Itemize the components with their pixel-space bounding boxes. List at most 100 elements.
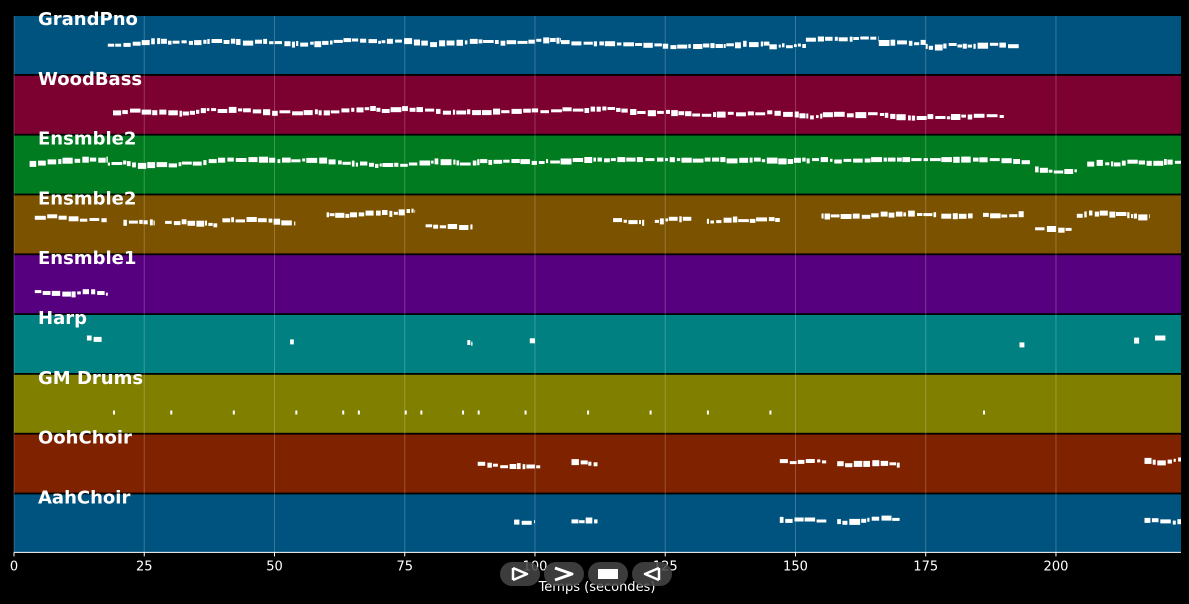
- note-mark: [416, 107, 423, 113]
- note-mark: [500, 465, 508, 469]
- note-mark: [871, 213, 879, 218]
- note-mark: [868, 112, 878, 116]
- note-mark: [880, 211, 888, 217]
- note-mark: [113, 110, 122, 116]
- note-mark: [802, 44, 806, 48]
- note-mark: [86, 335, 92, 341]
- note-mark: [382, 163, 394, 167]
- note-mark: [182, 111, 189, 116]
- note-mark: [206, 108, 210, 112]
- note-mark: [584, 108, 590, 113]
- note-mark: [279, 110, 291, 114]
- note-mark: [196, 109, 200, 114]
- note-mark: [799, 113, 806, 119]
- note-mark: [227, 157, 234, 162]
- note-mark: [477, 159, 480, 166]
- note-mark: [766, 157, 778, 164]
- note-mark: [712, 157, 720, 162]
- note-mark: [806, 113, 809, 119]
- note-mark: [635, 43, 643, 46]
- note-mark: [464, 40, 468, 45]
- note-mark: [514, 519, 520, 525]
- note-mark: [546, 159, 549, 164]
- note-mark: [394, 162, 399, 167]
- note-mark: [727, 111, 734, 115]
- note-mark: [255, 39, 262, 44]
- note-mark: [356, 107, 364, 113]
- note-mark: [123, 219, 127, 226]
- note-mark: [639, 220, 641, 225]
- note-mark: [141, 40, 150, 46]
- note-mark: [643, 42, 653, 48]
- note-mark: [330, 110, 340, 114]
- note-mark: [196, 220, 205, 227]
- note-mark: [883, 157, 887, 162]
- note-mark: [282, 157, 291, 163]
- note-mark: [433, 224, 439, 229]
- note-mark: [89, 157, 97, 162]
- note-mark: [425, 108, 435, 112]
- note-mark: [853, 460, 863, 467]
- note-mark: [375, 163, 379, 168]
- note-mark: [774, 110, 781, 116]
- note-mark: [281, 220, 292, 226]
- note-mark: [74, 158, 81, 163]
- note-mark: [314, 109, 318, 115]
- note-mark: [238, 108, 243, 112]
- note-mark: [493, 108, 501, 115]
- note-mark: [989, 42, 999, 46]
- play-from-start-button[interactable]: [500, 562, 540, 586]
- note-mark: [379, 163, 382, 167]
- note-mark: [97, 291, 105, 295]
- note-mark: [834, 159, 842, 164]
- note-mark: [79, 218, 88, 222]
- note-mark: [805, 37, 816, 42]
- note-mark: [248, 157, 258, 163]
- rewind-icon: [643, 566, 661, 582]
- note-mark: [957, 44, 963, 48]
- note-mark: [571, 459, 579, 466]
- note-mark: [903, 212, 906, 217]
- note-mark: [1164, 159, 1167, 165]
- note-mark: [896, 462, 900, 468]
- rewind-button[interactable]: [632, 562, 672, 586]
- note-mark: [916, 116, 927, 120]
- note-mark: [314, 41, 322, 48]
- note-mark: [82, 156, 89, 163]
- stop-button[interactable]: [588, 562, 628, 586]
- note-mark: [654, 219, 659, 223]
- note-mark: [935, 116, 946, 119]
- note-mark: [156, 162, 168, 168]
- x-tick-label: 200: [1044, 559, 1069, 574]
- track-label: GM Drums: [38, 368, 143, 389]
- note-mark: [908, 115, 911, 121]
- note-mark: [319, 157, 328, 164]
- play-button[interactable]: [544, 562, 584, 586]
- note-mark: [208, 159, 217, 164]
- note-mark: [480, 159, 488, 164]
- note-mark: [1177, 519, 1181, 525]
- note-mark: [235, 158, 247, 162]
- note-mark: [159, 109, 167, 115]
- note-mark: [1174, 160, 1181, 164]
- note-mark: [469, 38, 478, 44]
- note-mark: [1053, 170, 1064, 174]
- note-mark: [1087, 161, 1095, 167]
- note-mark: [933, 212, 937, 218]
- track-lane: [14, 16, 1181, 74]
- note-mark: [291, 159, 301, 163]
- note-mark: [230, 38, 236, 44]
- note-mark: [1074, 169, 1077, 173]
- note-mark: [503, 159, 510, 163]
- note-mark: [923, 213, 933, 217]
- note-mark: [178, 162, 182, 167]
- note-mark: [723, 217, 732, 223]
- note-mark: [782, 43, 785, 48]
- note-mark: [783, 111, 793, 117]
- note-mark: [1099, 210, 1108, 216]
- note-mark: [838, 37, 848, 42]
- note-mark: [720, 157, 726, 163]
- note-mark: [306, 157, 318, 163]
- note-mark: [825, 36, 833, 41]
- note-mark: [769, 410, 772, 415]
